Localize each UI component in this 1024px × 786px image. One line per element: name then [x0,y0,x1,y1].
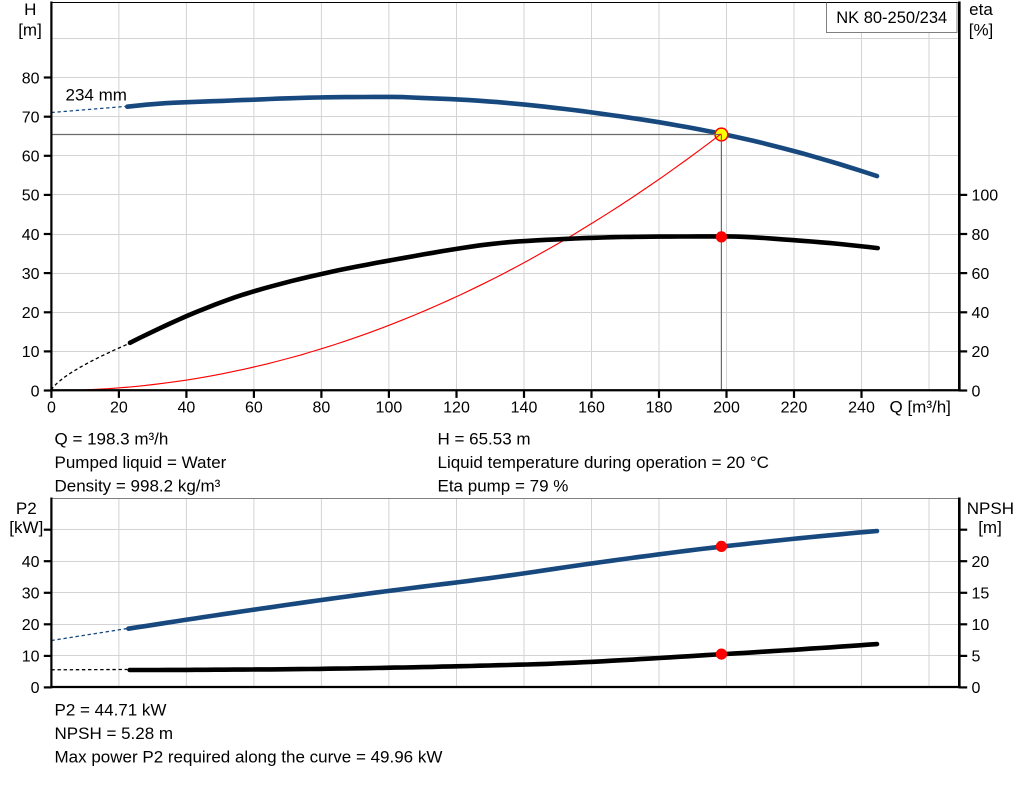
svg-text:80: 80 [972,227,990,244]
svg-text:40: 40 [178,399,196,416]
svg-text:80: 80 [313,399,331,416]
svg-text:20: 20 [972,344,990,361]
svg-text:70: 70 [22,110,40,127]
svg-text:10: 10 [22,344,40,361]
svg-text:120: 120 [443,399,470,416]
svg-text:NPSH = 5.28 m: NPSH = 5.28 m [55,724,174,743]
svg-text:60: 60 [972,266,990,283]
svg-text:20: 20 [22,617,40,634]
svg-text:60: 60 [22,149,40,166]
svg-text:100: 100 [972,188,999,205]
svg-text:160: 160 [578,399,605,416]
svg-text:Max power P2 required along th: Max power P2 required along the curve = … [55,747,443,766]
svg-text:5: 5 [972,649,981,666]
svg-text:[m]: [m] [18,20,42,39]
svg-text:Q [m³/h]: Q [m³/h] [890,397,951,416]
svg-text:0: 0 [972,680,981,697]
svg-text:[kW]: [kW] [9,518,43,537]
svg-text:40: 40 [22,554,40,571]
svg-text:[m]: [m] [978,518,1002,537]
svg-text:0: 0 [31,680,40,697]
svg-text:Q = 198.3 m³/h: Q = 198.3 m³/h [55,430,169,449]
svg-text:NK 80-250/234: NK 80-250/234 [836,9,947,27]
svg-text:Liquid temperature during oper: Liquid temperature during operation = 20… [438,453,769,472]
svg-text:180: 180 [646,399,673,416]
svg-text:P2: P2 [16,499,37,518]
svg-text:200: 200 [713,399,740,416]
svg-text:140: 140 [511,399,538,416]
svg-text:H = 65.53 m: H = 65.53 m [438,430,531,449]
svg-text:0: 0 [972,383,981,400]
svg-text:0: 0 [31,383,40,400]
svg-text:234 mm: 234 mm [66,85,127,104]
svg-text:240: 240 [848,399,875,416]
svg-text:15: 15 [972,586,990,603]
svg-text:20: 20 [22,305,40,322]
svg-text:100: 100 [376,399,403,416]
svg-text:Pumped liquid = Water: Pumped liquid = Water [55,453,227,472]
svg-text:30: 30 [22,586,40,603]
svg-text:220: 220 [781,399,808,416]
svg-text:50: 50 [22,188,40,205]
svg-text:0: 0 [47,399,56,416]
svg-text:60: 60 [245,399,263,416]
svg-text:P2 = 44.71 kW: P2 = 44.71 kW [55,701,167,720]
svg-text:H: H [24,0,36,19]
svg-text:40: 40 [972,305,990,322]
svg-text:20: 20 [972,554,990,571]
svg-text:10: 10 [22,649,40,666]
svg-text:[%]: [%] [969,20,994,39]
svg-text:80: 80 [22,70,40,87]
svg-text:NPSH: NPSH [967,499,1014,518]
svg-text:10: 10 [972,617,990,634]
svg-text:40: 40 [22,227,40,244]
svg-text:20: 20 [110,399,128,416]
svg-text:eta: eta [969,0,993,19]
svg-text:30: 30 [22,266,40,283]
svg-text:Eta pump = 79 %: Eta pump = 79 % [438,476,569,495]
svg-text:Density = 998.2 kg/m³: Density = 998.2 kg/m³ [55,476,221,495]
